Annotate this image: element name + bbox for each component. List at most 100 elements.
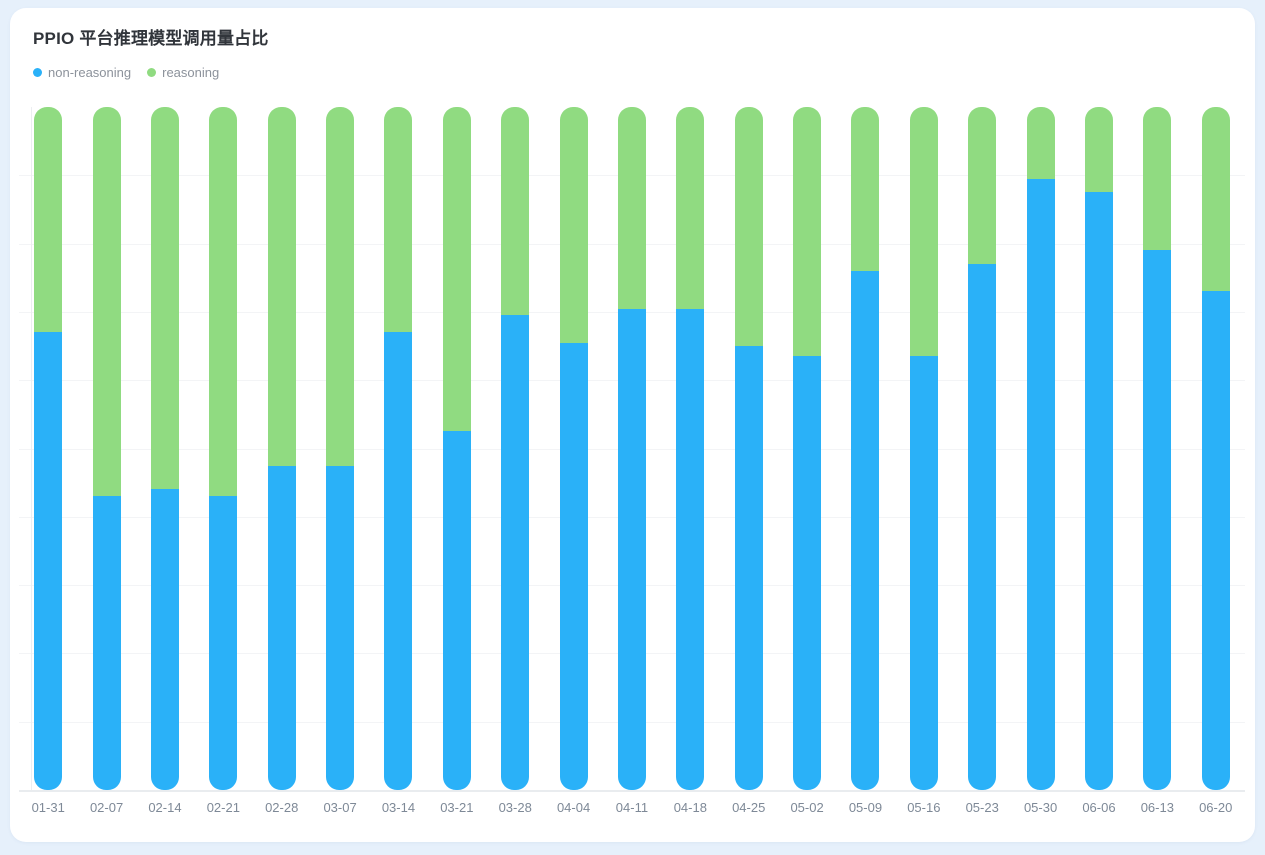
- x-tick-label: 06-06: [1082, 800, 1116, 815]
- bar-column-03-07: [311, 107, 369, 790]
- stacked-bar: [326, 107, 355, 790]
- x-tick-label: 03-28: [498, 800, 532, 815]
- bar-segment-reasoning[interactable]: [734, 107, 763, 347]
- x-tick-label: 06-13: [1140, 800, 1174, 815]
- y-axis-line: [31, 107, 32, 790]
- bar-segment-non-reasoning[interactable]: [1201, 291, 1230, 790]
- bar-segment-reasoning[interactable]: [1084, 107, 1113, 193]
- bar-column-04-04: [544, 107, 602, 790]
- bar-segment-non-reasoning[interactable]: [559, 342, 588, 790]
- bar-segment-non-reasoning[interactable]: [968, 264, 997, 790]
- stacked-bar: [909, 107, 938, 790]
- x-tick-label: 06-20: [1199, 800, 1233, 815]
- bar-column-04-18: [661, 107, 719, 790]
- bar-column-04-25: [720, 107, 778, 790]
- x-tick-label: 04-04: [556, 800, 591, 815]
- chart-card: PPIO 平台推理模型调用量占比 non-reasoning reasoning …: [10, 8, 1255, 842]
- bar-segment-reasoning[interactable]: [267, 107, 296, 466]
- bar-segment-reasoning[interactable]: [34, 107, 63, 333]
- bar-segment-non-reasoning[interactable]: [92, 496, 121, 790]
- bar-segment-non-reasoning[interactable]: [150, 489, 179, 790]
- bar-segment-non-reasoning[interactable]: [442, 431, 471, 790]
- x-tick-label: 05-23: [965, 800, 999, 815]
- bar-segment-non-reasoning[interactable]: [734, 346, 763, 790]
- stacked-bar: [1084, 107, 1113, 790]
- stacked-bar: [209, 107, 238, 790]
- bar-segment-non-reasoning[interactable]: [267, 465, 296, 790]
- stacked-bar: [1201, 107, 1230, 790]
- bar-segment-reasoning[interactable]: [209, 107, 238, 497]
- bar-segment-reasoning[interactable]: [617, 107, 646, 309]
- bar-segment-reasoning[interactable]: [442, 107, 471, 432]
- bar-column-05-02: [778, 107, 836, 790]
- bar-segment-reasoning[interactable]: [968, 107, 997, 265]
- x-tick-label: 05-09: [848, 800, 883, 815]
- bar-segment-reasoning[interactable]: [1143, 107, 1172, 251]
- x-tick-label: 02-21: [206, 800, 240, 815]
- bar-column-02-07: [77, 107, 135, 790]
- bar-segment-reasoning[interactable]: [676, 107, 705, 309]
- bar-segment-non-reasoning[interactable]: [384, 332, 413, 790]
- bar-column-05-23: [953, 107, 1011, 790]
- bar-segment-reasoning[interactable]: [384, 107, 413, 333]
- bar-segment-non-reasoning[interactable]: [793, 356, 822, 790]
- bar-column-02-14: [136, 107, 194, 790]
- bar-segment-reasoning[interactable]: [1201, 107, 1230, 292]
- legend-dot-icon: [33, 67, 42, 77]
- bar-segment-reasoning[interactable]: [150, 107, 179, 490]
- stacked-bar: [150, 107, 179, 790]
- bar-column-05-30: [1011, 107, 1069, 790]
- bar-column-05-09: [836, 107, 894, 790]
- legend-dot-icon: [147, 67, 157, 77]
- x-tick-label: 04-11: [615, 800, 649, 815]
- bar-segment-reasoning[interactable]: [909, 107, 938, 357]
- stacked-bar: [793, 107, 822, 790]
- stacked-bar: [501, 107, 530, 790]
- stacked-bar: [617, 107, 646, 790]
- bar-segment-non-reasoning[interactable]: [1026, 178, 1055, 790]
- bar-column-03-14: [369, 107, 427, 790]
- bar-segment-non-reasoning[interactable]: [209, 496, 238, 790]
- bar-segment-reasoning[interactable]: [559, 107, 588, 343]
- bar-segment-non-reasoning[interactable]: [851, 270, 880, 790]
- x-tick-label: 05-30: [1023, 800, 1058, 815]
- bar-segment-reasoning[interactable]: [793, 107, 822, 357]
- x-axis-labels: 01-31 02-07 02-14 02-21 02-28 03-07 03-14 03-21…: [19, 800, 1245, 815]
- bar-segment-non-reasoning[interactable]: [1143, 250, 1172, 790]
- stacked-bar: [1026, 107, 1055, 790]
- bar-segment-non-reasoning[interactable]: [617, 308, 646, 790]
- stacked-bar: [34, 107, 63, 790]
- chart-title: PPIO 平台推理模型调用量占比: [33, 29, 269, 48]
- bar-segment-non-reasoning[interactable]: [326, 465, 355, 790]
- bar-segment-non-reasoning[interactable]: [501, 315, 530, 790]
- bar-series: [19, 107, 1245, 790]
- x-tick-label: 04-18: [673, 800, 707, 815]
- legend-item-non-reasoning[interactable]: non-reasoning: [33, 65, 131, 80]
- bar-segment-reasoning[interactable]: [501, 107, 530, 316]
- bar-column-03-21: [428, 107, 486, 790]
- stacked-bar: [559, 107, 588, 790]
- legend-item-reasoning[interactable]: reasoning: [147, 65, 219, 80]
- bar-segment-non-reasoning[interactable]: [909, 356, 938, 790]
- x-tick-label: 02-28: [265, 800, 299, 815]
- stacked-bar: [734, 107, 763, 790]
- legend-label: non-reasoning: [48, 64, 132, 80]
- bar-segment-non-reasoning[interactable]: [676, 308, 705, 790]
- bar-segment-reasoning[interactable]: [1026, 107, 1055, 179]
- stacked-bar: [442, 107, 471, 790]
- bar-segment-reasoning[interactable]: [92, 107, 121, 497]
- bar-segment-non-reasoning[interactable]: [1084, 192, 1113, 790]
- x-tick-label: 03-21: [440, 800, 474, 815]
- bar-segment-reasoning[interactable]: [851, 107, 880, 271]
- stacked-bar: [968, 107, 997, 790]
- stacked-bar: [676, 107, 705, 790]
- stacked-bar: [851, 107, 880, 790]
- x-tick-label: 05-16: [907, 800, 941, 815]
- x-tick-label: 03-07: [323, 800, 357, 815]
- x-tick-label: 01-31: [31, 800, 65, 815]
- bar-segment-reasoning[interactable]: [326, 107, 355, 466]
- stacked-bar: [384, 107, 413, 790]
- bar-segment-non-reasoning[interactable]: [34, 332, 63, 790]
- bar-column-03-28: [486, 107, 544, 790]
